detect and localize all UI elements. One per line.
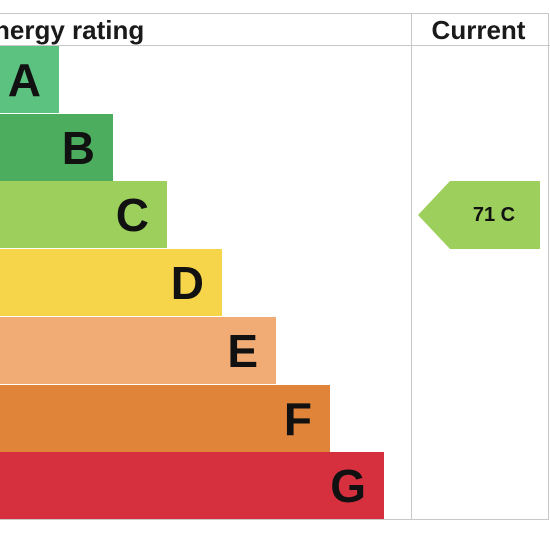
column-divider <box>411 13 412 520</box>
band-d: D <box>0 249 222 316</box>
band-a-label: A <box>7 54 41 106</box>
band-g: G <box>0 452 384 519</box>
current-heading: Current <box>431 15 526 45</box>
band-f: F <box>0 385 330 452</box>
header-rule <box>0 45 550 46</box>
band-g-label: G <box>330 460 366 512</box>
band-e: E <box>0 317 276 384</box>
epc-chart-frame <box>0 13 549 520</box>
band-f-label: F <box>283 393 312 445</box>
band-b-label: B <box>61 122 95 174</box>
band-c-label: C <box>115 189 149 241</box>
band-a: A <box>0 46 59 113</box>
current-rating-arrow <box>418 181 540 249</box>
band-c: C <box>0 181 167 248</box>
band-d-label: D <box>170 257 204 309</box>
band-b: B <box>0 114 113 181</box>
current-rating-arrow-shape <box>418 181 540 249</box>
current-rating-label: 71 C <box>472 204 516 226</box>
band-e-label: E <box>227 325 258 377</box>
energy-rating-heading: nergy rating <box>0 15 145 45</box>
